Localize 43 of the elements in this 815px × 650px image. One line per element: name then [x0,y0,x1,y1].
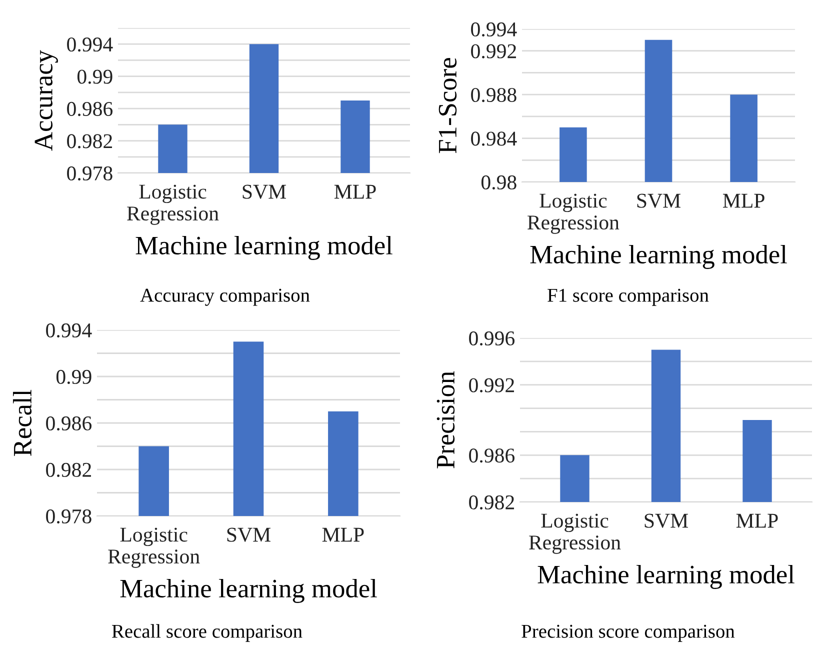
x-axis-title: Machine learning model [538,564,794,589]
x-tick-label: Logistic Regression [108,528,200,568]
y-axis-title: F1-Score [438,58,457,154]
y-tick-label: 0.986 [46,416,92,431]
x-tick-label: MLP [722,194,764,208]
y-tick-label: 0.988 [471,88,516,102]
y-tick-label: 0.984 [471,132,517,146]
y-axis-title: Accuracy [34,50,58,151]
y-tick-label: 0.992 [471,44,516,58]
y-tick-label: 0.99 [56,370,92,384]
x-tick-label: SVM [227,528,270,542]
text: Accuracy comparison [140,288,310,306]
x-axis-title: Machine learning model [530,244,787,269]
y-axis-title: Precision [436,371,455,468]
y-axis-title: Recall [13,390,32,456]
x-tick-label: SVM [644,514,688,528]
x-tick-label: SVM [242,184,286,199]
x-tick-label: SVM [637,194,680,208]
y-tick-label: 0.98 [481,175,516,190]
x-tick-label: MLP [736,514,778,528]
x-tick-label: Logistic Regression [127,184,219,225]
x-tick-label: Logistic Regression [529,514,621,554]
y-tick-label: 0.992 [469,378,514,392]
y-tick-label: 0.99 [77,70,112,84]
y-tick-label: 0.986 [469,448,515,463]
x-tick-label: Logistic Regression [527,194,620,234]
x-axis-title: Machine learning model [120,578,377,603]
y-tick-label: 0.982 [67,134,112,148]
y-tick-label: 0.996 [469,331,515,346]
y-tick-label: 0.978 [67,166,112,181]
y-tick-label: 0.994 [471,22,517,37]
y-tick-label: 0.982 [469,495,514,510]
text: Precision score comparison [522,624,735,642]
y-tick-label: 0.994 [46,323,92,338]
x-tick-label: MLP [322,528,364,542]
text: F1 score comparison [548,288,709,306]
y-tick-label: 0.982 [46,462,91,478]
x-axis-title: Machine learning model [136,236,392,260]
y-tick-label: 0.978 [46,509,92,524]
y-tick-label: 0.994 [67,37,113,52]
x-tick-label: MLP [334,184,376,199]
y-tick-label: 0.986 [67,102,113,116]
text: Recall score comparison [112,624,302,642]
